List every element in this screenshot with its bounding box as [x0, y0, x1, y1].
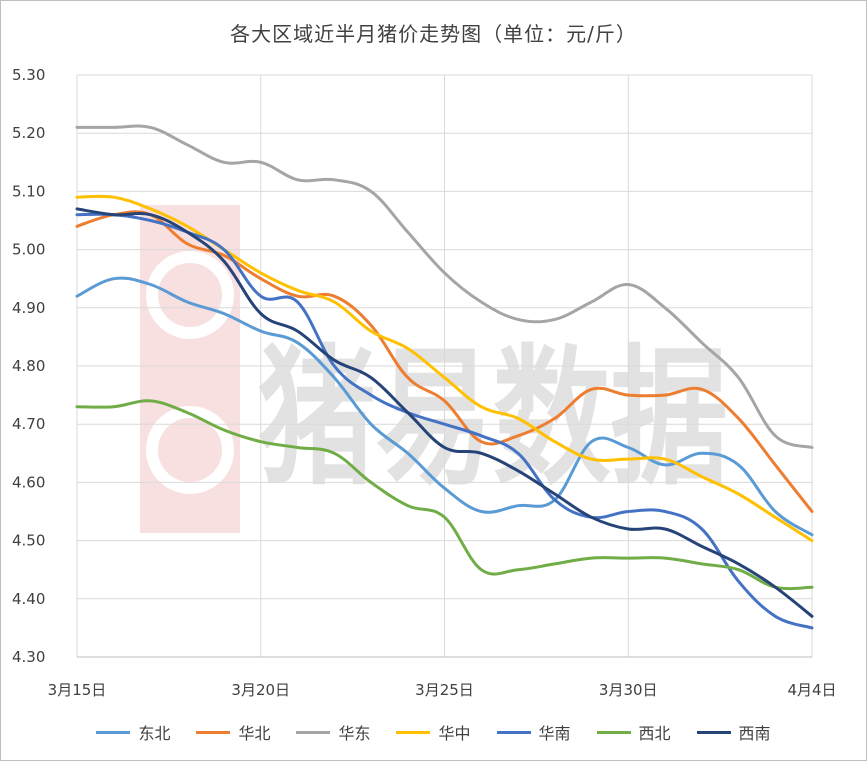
legend-swatch [696, 730, 731, 734]
legend-label: 华中 [438, 724, 471, 743]
legend-item: 华中 [396, 718, 471, 746]
legend-label: 华南 [538, 724, 571, 743]
series-line-2 [75, 124, 814, 449]
axis-labels: 4.30 4.40 4.50 4.60 4.70 4.80 4.90 5.00 5.10 5.20… [12, 66, 837, 699]
y-tick-label: 5.00 [12, 241, 45, 259]
y-tick-label: 5.10 [12, 182, 45, 200]
y-tick-label: 4.90 [12, 299, 45, 317]
legend-label: 西北 [638, 724, 671, 743]
series-line-4 [75, 212, 814, 630]
legend-label: 东北 [138, 724, 171, 743]
legend-swatch [196, 730, 231, 734]
legend-swatch [496, 730, 531, 734]
y-tick-label: 5.30 [12, 66, 45, 84]
series-line-6 [75, 207, 814, 618]
series-lines [75, 124, 814, 630]
y-tick-label: 4.80 [12, 357, 45, 375]
legend-item: 西北 [596, 718, 671, 746]
legend-label: 华北 [238, 724, 271, 743]
chart-title: 各大区域近半月猪价走势图（单位：元/斤） [230, 22, 637, 46]
legend-label: 西南 [738, 724, 771, 743]
series-line-1 [75, 210, 814, 513]
x-tick-label: 3月30日 [599, 681, 658, 699]
x-tick-label: 4月4日 [787, 681, 836, 699]
legend-item: 华北 [196, 718, 270, 746]
y-tick-label: 4.50 [12, 532, 45, 550]
series-line-5 [75, 399, 814, 591]
grid-lines [76, 74, 813, 658]
series-line-3 [75, 194, 814, 543]
y-tick-label: 4.40 [12, 590, 45, 608]
y-tick-label: 4.60 [12, 473, 45, 491]
x-tick-label: 3月20日 [231, 681, 290, 699]
y-tick-label: 5.20 [12, 124, 45, 142]
legend-swatch [596, 730, 631, 734]
legend-item: 华东 [296, 718, 370, 746]
x-tick-label: 3月25日 [415, 681, 474, 699]
legend-item: 西南 [696, 718, 771, 746]
legend-label: 华东 [338, 724, 371, 743]
legend-swatch [396, 730, 431, 734]
legend-item: 华南 [496, 718, 571, 746]
legend-item: 东北 [96, 718, 170, 746]
legend-swatch [96, 730, 131, 734]
series-line-0 [75, 276, 814, 537]
legend-swatch [296, 730, 331, 734]
legend: 东北 华北 华东 华中 华南 西北 西南 [0, 718, 867, 746]
y-tick-label: 4.30 [12, 648, 45, 666]
x-tick-label: 3月15日 [48, 681, 107, 699]
y-tick-label: 4.70 [12, 415, 45, 433]
